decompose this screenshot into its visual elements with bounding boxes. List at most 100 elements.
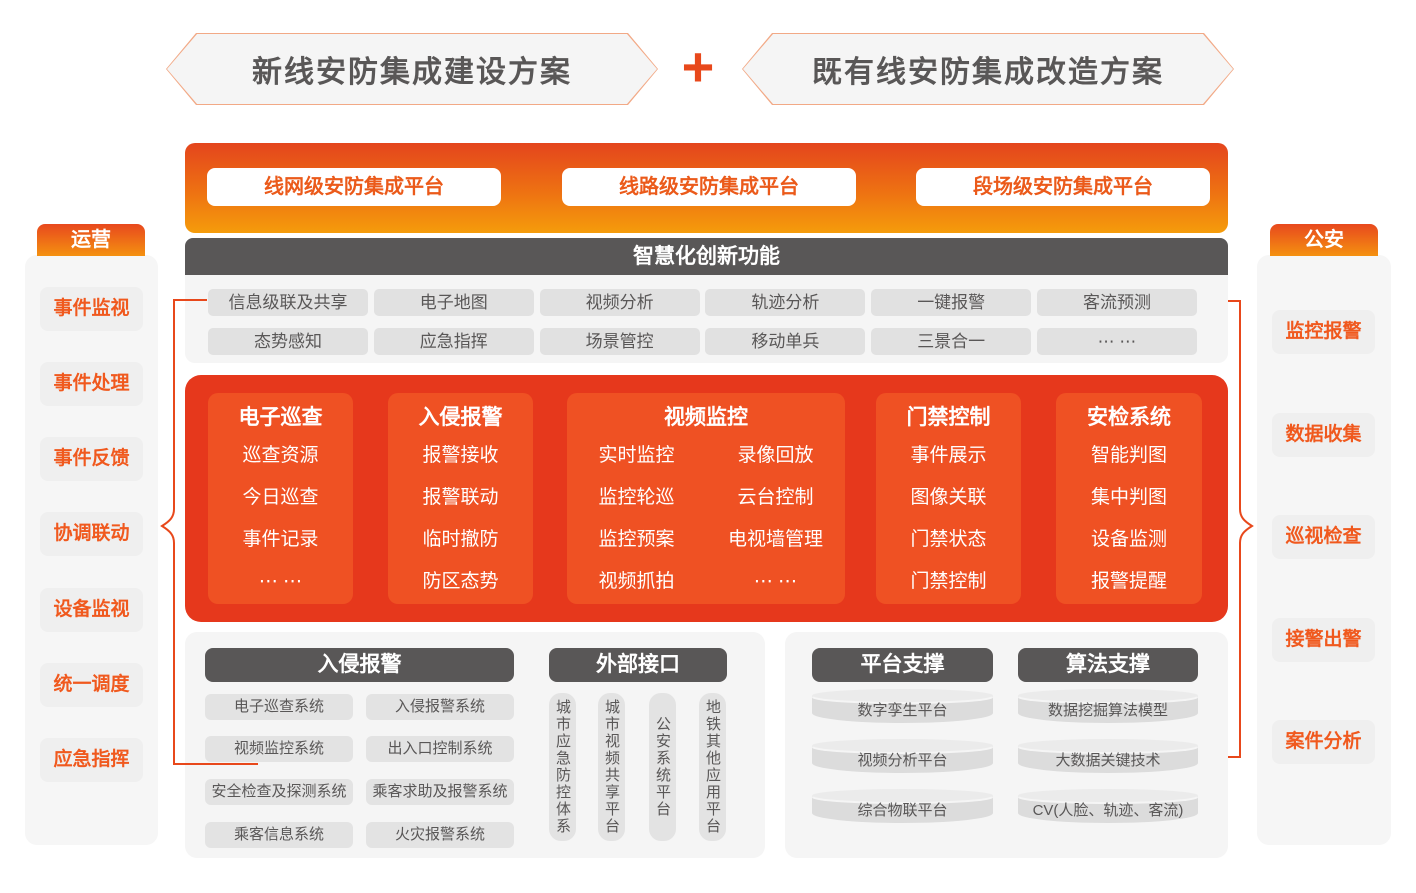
cylinder-label: CV(人脸、轨迹、客流)	[1032, 802, 1184, 819]
cylinder-label: 视频分析平台	[857, 752, 948, 769]
cylinder-top	[812, 739, 993, 752]
cylinder-top	[812, 789, 993, 802]
platform-line-level: 线路级安防集成平台	[562, 168, 856, 206]
system-pill: 出入口控制系统	[366, 736, 514, 762]
support-panel: 平台支撑 数字孪生平台 视频分析平台 综合物联平台 算法支撑 数据挖掘算法模型 …	[785, 632, 1228, 858]
core-item: 电视墙管理	[727, 529, 823, 550]
external-vpill: 公安系统平台	[649, 693, 676, 841]
operation-item: 事件监视	[40, 287, 143, 331]
external-vpill: 城市应急防控体系	[549, 693, 576, 841]
banner-existing-line: 既有线安防集成改造方案	[742, 33, 1234, 105]
police-panel: 监控报警 数据收集 巡视检查 接警出警 案件分析	[1257, 255, 1391, 845]
core-col-title: 电子巡查	[238, 406, 323, 429]
core-item: 集中判图	[1090, 487, 1167, 508]
core-item: 防区态势	[422, 571, 499, 592]
core-item: 事件展示	[910, 445, 987, 466]
core-item: 智能判图	[1090, 445, 1167, 466]
core-col-title: 视频监控	[664, 406, 748, 429]
cylinder-top	[1018, 739, 1198, 752]
smart-pill: 移动单兵	[705, 328, 866, 355]
core-item: 报警提醒	[1090, 571, 1167, 592]
police-item: 数据收集	[1272, 413, 1375, 457]
smart-pill: 应急指挥	[373, 328, 534, 355]
operation-item: 事件反馈	[40, 437, 143, 481]
right-brace	[1228, 300, 1254, 758]
banner-new-line-label: 新线安防集成建设方案	[252, 56, 572, 89]
core-video-split: 实时监控 监控轮巡 监控预案 视频抓拍 录像回放 云台控制 电视墙管理 ⋯ ⋯	[567, 435, 845, 603]
banner-fill	[743, 34, 1233, 104]
core-video-right: 录像回放 云台控制 电视墙管理 ⋯ ⋯	[706, 435, 845, 603]
operation-item: 事件处理	[40, 362, 143, 406]
system-pill: 入侵报警系统	[366, 694, 514, 720]
core-item: 视频抓拍	[598, 571, 675, 592]
core-item: 监控预案	[598, 529, 675, 550]
platform-level-bar: 线网级安防集成平台 线路级安防集成平台 段场级安防集成平台	[185, 143, 1228, 233]
core-video-left: 实时监控 监控轮巡 监控预案 视频抓拍	[567, 435, 706, 603]
core-item-ellipsis: ⋯ ⋯	[258, 571, 303, 592]
platform-cylinder: 综合物联平台	[812, 789, 993, 823]
cylinder-label: 数字孪生平台	[857, 702, 948, 719]
system-pill: 火灾报警系统	[366, 822, 514, 848]
police-item: 监控报警	[1272, 310, 1375, 354]
core-col-access: 门禁控制 事件展示 图像关联 门禁状态 门禁控制	[876, 393, 1021, 604]
core-item: 报警接收	[422, 445, 499, 466]
core-col-patrol: 电子巡查 巡查资源 今日巡查 事件记录 ⋯ ⋯	[208, 393, 353, 604]
core-item: 设备监测	[1090, 529, 1167, 550]
smart-functions-panel: 信息级联及共享 电子地图 视频分析 轨迹分析 一键报警 客流预测 态势感知 应急…	[185, 275, 1228, 363]
algorithm-support-header: 算法支撑	[1018, 648, 1198, 682]
external-interfaces-header: 外部接口	[549, 648, 727, 682]
core-item: 报警联动	[422, 487, 499, 508]
core-item: 巡查资源	[242, 445, 319, 466]
operation-item: 应急指挥	[40, 738, 143, 782]
operation-item: 设备监视	[40, 588, 143, 632]
algorithm-cylinder: CV(人脸、轨迹、客流)	[1018, 789, 1198, 823]
platform-cylinder: 视频分析平台	[812, 739, 993, 773]
smart-row-2: 态势感知 应急指挥 场景管控 移动单兵 三景合一 ⋯ ⋯	[208, 328, 1197, 355]
smart-pill: 电子地图	[373, 289, 534, 316]
operation-item: 统一调度	[40, 663, 143, 707]
smart-pill: 一键报警	[871, 289, 1032, 316]
operation-panel: 事件监视 事件处理 事件反馈 协调联动 设备监视 统一调度 应急指挥	[25, 255, 158, 845]
system-pill: 乘客求助及报警系统	[366, 779, 514, 805]
police-item: 案件分析	[1272, 720, 1375, 764]
banner-existing-line-label: 既有线安防集成改造方案	[812, 56, 1164, 89]
smart-pill: 态势感知	[208, 328, 368, 355]
core-col-title: 入侵报警	[418, 406, 503, 429]
platform-cylinder: 数字孪生平台	[812, 689, 993, 723]
system-pill: 电子巡查系统	[205, 694, 353, 720]
cylinder-label: 综合物联平台	[857, 802, 948, 819]
core-item: 门禁状态	[910, 529, 987, 550]
police-item: 巡视检查	[1272, 515, 1375, 559]
police-item: 接警出警	[1272, 618, 1375, 662]
smart-row-1: 信息级联及共享 电子地图 视频分析 轨迹分析 一键报警 客流预测	[208, 289, 1197, 316]
platform-support-header: 平台支撑	[812, 648, 993, 682]
subsystems-header: 入侵报警	[205, 648, 514, 682]
cylinder-top	[1018, 689, 1198, 702]
core-item: 事件记录	[242, 529, 319, 550]
core-col-title: 安检系统	[1087, 406, 1171, 429]
core-item: 临时撤防	[422, 529, 499, 550]
platform-network-level: 线网级安防集成平台	[207, 168, 501, 206]
core-col-video: 视频监控 实时监控 监控轮巡 监控预案 视频抓拍 录像回放 云台控制 电视墙管理…	[567, 393, 845, 604]
external-vpill: 城市视频共享平台	[598, 693, 625, 841]
cylinder-label: 大数据关键技术	[1055, 752, 1161, 769]
smart-pill: 信息级联及共享	[208, 289, 368, 316]
core-col-title: 门禁控制	[906, 406, 991, 429]
core-item: 云台控制	[737, 487, 814, 508]
police-header: 公安	[1270, 224, 1378, 256]
algorithm-cylinder: 数据挖掘算法模型	[1018, 689, 1198, 723]
smart-pill: 三景合一	[871, 328, 1032, 355]
operation-item: 协调联动	[40, 512, 143, 556]
smart-functions-header: 智慧化创新功能	[185, 238, 1228, 275]
algorithm-cylinder: 大数据关键技术	[1018, 739, 1198, 773]
smart-pill: 客流预测	[1036, 289, 1197, 316]
system-pill: 乘客信息系统	[205, 822, 353, 848]
smart-pill: 视频分析	[539, 289, 700, 316]
smart-pill: 场景管控	[539, 328, 700, 355]
cylinder-top	[812, 689, 993, 702]
smart-pill-ellipsis: ⋯ ⋯	[1036, 328, 1197, 355]
system-pill: 视频监控系统	[205, 736, 353, 762]
core-col-intrusion: 入侵报警 报警接收 报警联动 临时撤防 防区态势	[388, 393, 533, 604]
core-item: 门禁控制	[910, 571, 987, 592]
